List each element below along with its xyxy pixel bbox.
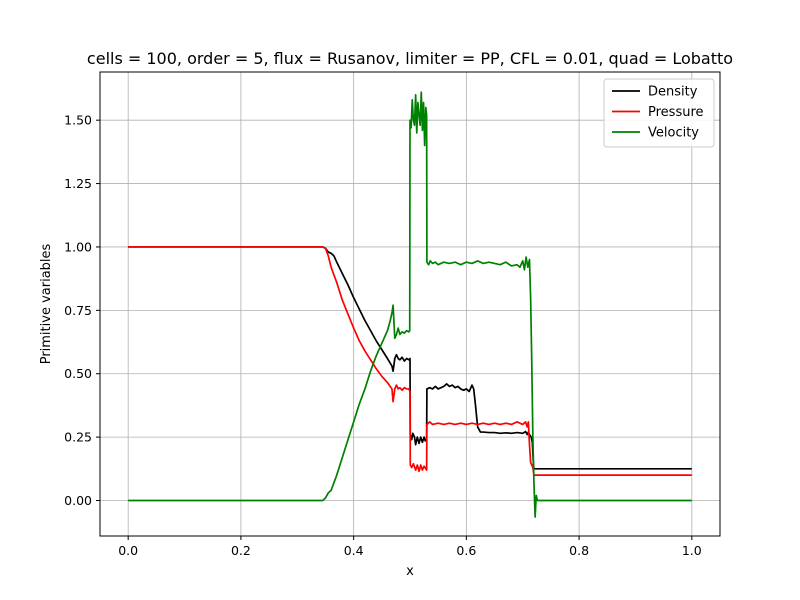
y-axis-label: Primitive variables bbox=[39, 243, 54, 364]
x-tick-label: 0.2 bbox=[231, 543, 251, 558]
x-tick-label: 0.4 bbox=[344, 543, 364, 558]
y-tick-label: 0.00 bbox=[64, 493, 92, 508]
y-tick-label: 1.50 bbox=[64, 113, 92, 128]
series-layer bbox=[128, 91, 692, 518]
y-tick-label: 0.75 bbox=[64, 303, 92, 318]
x-tick-label: 0.8 bbox=[569, 543, 589, 558]
ticks: 0.0 0.2 0.4 0.6 0.8 1.0 0.00 0.25 0.50 0.75 1.00 1.… bbox=[64, 113, 702, 558]
series-line-velocity bbox=[128, 91, 692, 518]
x-tick-label: 0.0 bbox=[118, 543, 138, 558]
x-tick-label: 0.6 bbox=[456, 543, 476, 558]
y-tick-label: 0.25 bbox=[64, 430, 92, 445]
legend-label: Density bbox=[648, 85, 698, 100]
series-line-pressure bbox=[128, 246, 692, 476]
legend: Density Pressure Velocity bbox=[603, 78, 715, 148]
y-tick-label: 1.25 bbox=[64, 176, 92, 191]
x-axis-label: x bbox=[406, 564, 414, 579]
plot-frame bbox=[99, 71, 721, 537]
legend-box bbox=[603, 78, 715, 148]
chart-title: cells = 100, order = 5, flux = Rusanov, … bbox=[87, 49, 733, 68]
legend-label: Pressure bbox=[648, 105, 704, 120]
x-tick-label: 1.0 bbox=[682, 543, 702, 558]
y-tick-label: 1.00 bbox=[64, 239, 92, 254]
y-tick-label: 0.50 bbox=[64, 366, 92, 381]
legend-label: Velocity bbox=[648, 126, 699, 141]
